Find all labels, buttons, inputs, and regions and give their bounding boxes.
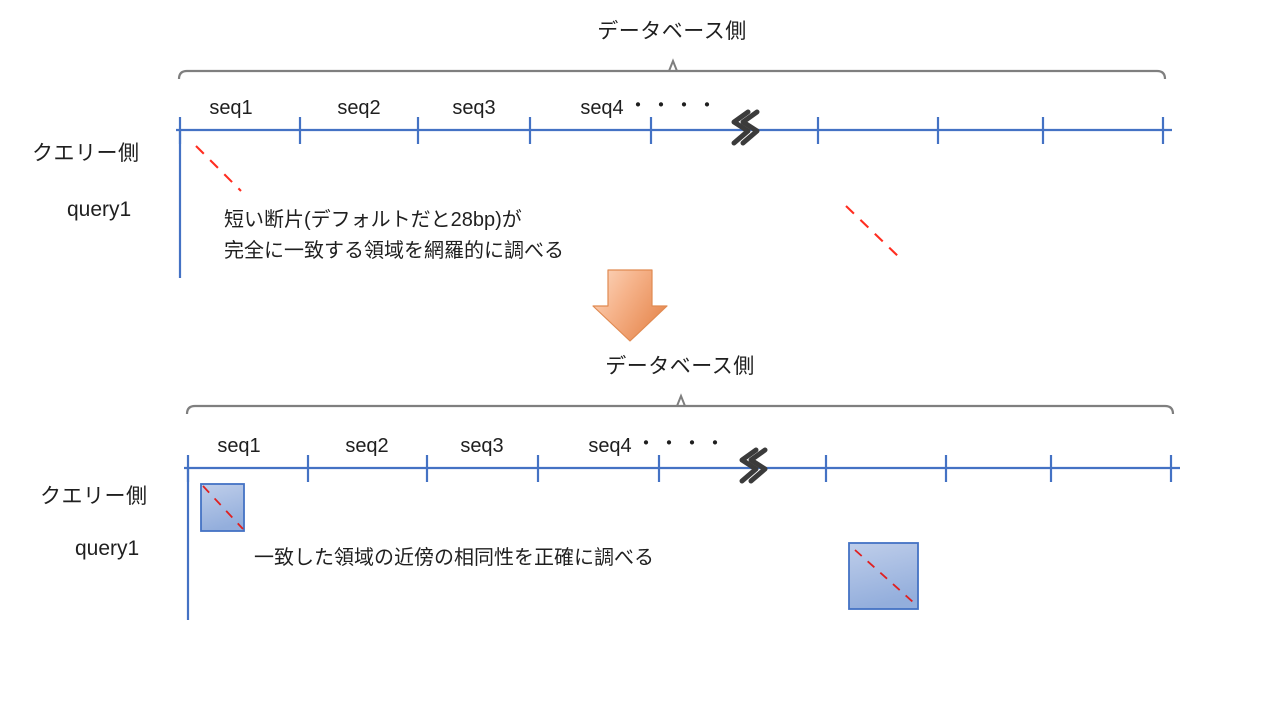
segment-label-top-seq2: seq2 <box>337 97 381 119</box>
description-line-top-1: 短い断片(デフォルトだと28bp)が <box>224 209 522 231</box>
match-hit-2-top <box>845 205 902 260</box>
query-name-label-bottom: query1 <box>75 537 140 560</box>
database-span-bracket-top <box>177 58 1167 80</box>
alignment-box-2 <box>848 542 919 610</box>
segment-label-top-seq1: seq1 <box>209 97 253 119</box>
database-axis-bottom <box>184 455 1180 482</box>
continuation-dots-bottom: ・・・・ <box>636 433 728 455</box>
segment-label-bottom-seq2: seq2 <box>345 435 389 457</box>
alignment-box-1 <box>200 483 245 532</box>
flow-arrow-icon <box>592 269 668 342</box>
database-title-bottom: データベース側 <box>605 355 755 378</box>
zigzag-break-icon-bottom <box>739 447 768 484</box>
continuation-dots-top: ・・・・ <box>628 95 720 117</box>
segment-label-bottom-seq1: seq1 <box>217 435 261 457</box>
segment-label-bottom-seq3: seq3 <box>460 435 504 457</box>
query-name-label-top: query1 <box>67 198 132 221</box>
description-line-bottom-1: 一致した領域の近傍の相同性を正確に調べる <box>254 547 654 569</box>
zigzag-break-icon-top <box>731 109 760 146</box>
segment-label-bottom-seq4: seq4 <box>588 435 632 457</box>
database-span-bracket-bottom <box>185 393 1175 415</box>
database-title-top: データベース側 <box>597 20 747 43</box>
database-axis-top <box>176 117 1172 144</box>
query-side-label-bottom: クエリー側 <box>40 485 148 508</box>
description-line-top-2: 完全に一致する領域を網羅的に調べる <box>224 240 564 262</box>
segment-label-top-seq4: seq4 <box>580 97 624 119</box>
match-hit-1-top <box>195 145 242 192</box>
segment-label-top-seq3: seq3 <box>452 97 496 119</box>
query-side-label-top: クエリー側 <box>32 142 140 165</box>
